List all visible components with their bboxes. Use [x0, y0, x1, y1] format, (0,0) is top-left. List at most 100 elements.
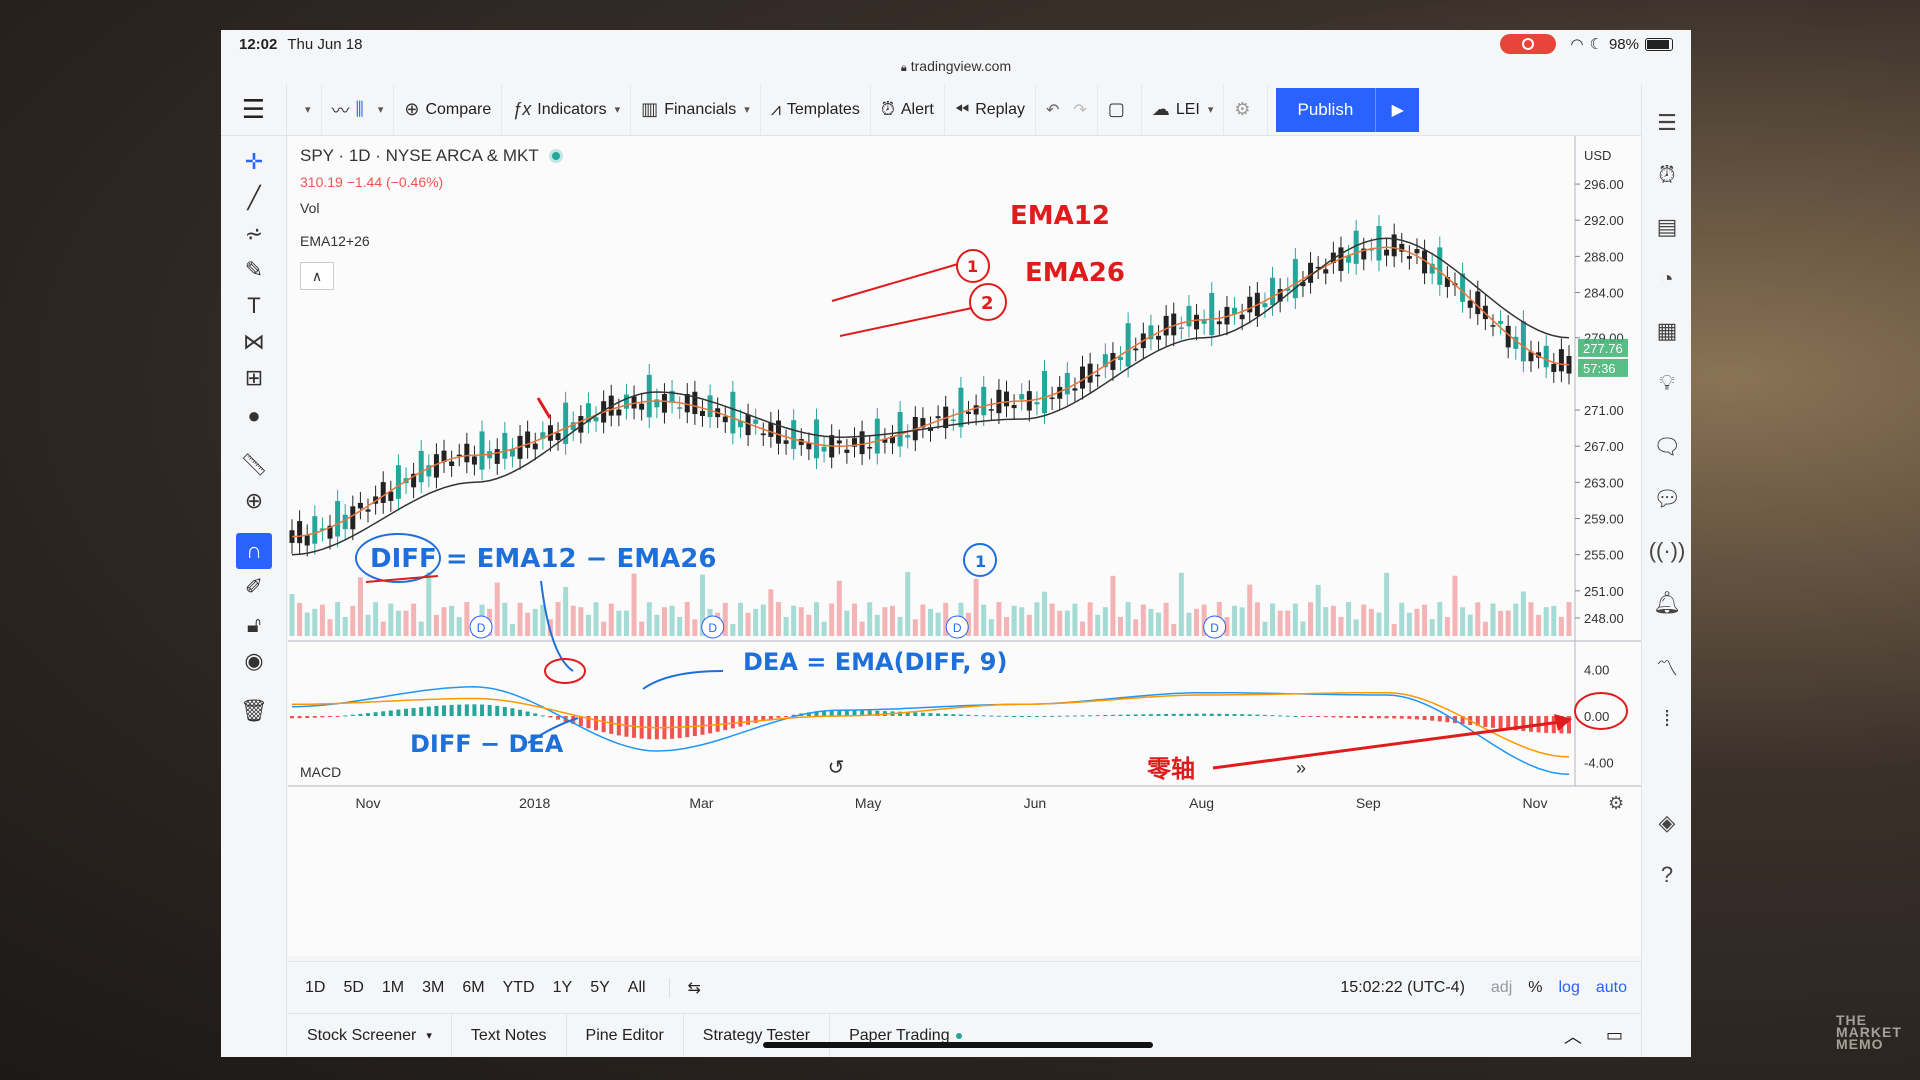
alerts-clock-icon[interactable]: ⏰︎: [1658, 162, 1676, 187]
help-icon[interactable]: ?: [1660, 862, 1674, 887]
candle-body: [867, 446, 873, 449]
bottom-panel-tabs: Stock Screener ▾ Text Notes Pine Editor S…: [288, 1013, 1641, 1057]
undo-icon[interactable]: ↶: [1046, 101, 1060, 119]
layers-icon[interactable]: ◈: [1658, 810, 1676, 835]
ios-status-bar: 12:02 Thu Jun 18 ◠ ☾ 98%: [221, 30, 1691, 58]
streams-icon[interactable]: 💬︎: [1653, 486, 1681, 511]
redo-icon[interactable]: ↷: [1073, 101, 1087, 119]
tab-pine-editor[interactable]: Pine Editor: [567, 1013, 684, 1057]
time-tick-label: Mar: [689, 795, 713, 811]
macd-hist-bar: [1103, 714, 1108, 716]
gear-icon: ⚙: [1234, 99, 1251, 119]
zoom-icon[interactable]: ⊕: [244, 488, 264, 513]
comment-icon[interactable]: ●: [247, 403, 261, 428]
trash-icon[interactable]: 🗑︎: [240, 698, 268, 723]
candle-body: [1292, 258, 1298, 299]
url-bar[interactable]: 🔒︎ tradingview.com: [221, 58, 1691, 80]
candle-body: [950, 419, 956, 422]
adj-toggle[interactable]: adj: [1490, 978, 1513, 996]
compare-button[interactable]: ⊕ Compare: [394, 83, 503, 136]
publish-button[interactable]: Publish: [1275, 87, 1376, 132]
calendar-icon[interactable]: ▦: [1656, 318, 1678, 343]
range-5d[interactable]: 5D: [343, 978, 364, 996]
collapse-legend-button[interactable]: ∧: [300, 262, 334, 290]
object-tree-icon[interactable]: ⁞: [1663, 706, 1671, 731]
volume-bar: [578, 607, 584, 636]
auto-toggle[interactable]: auto: [1595, 978, 1627, 996]
range-1m[interactable]: 1M: [381, 978, 405, 996]
ideas-icon[interactable]: 💡︎: [1659, 370, 1675, 395]
goto-date-icon[interactable]: ⇆: [668, 977, 710, 998]
eye-icon[interactable]: ◉: [244, 648, 264, 673]
indicators-button[interactable]: ƒx Indicators ▾: [502, 83, 632, 136]
magnet-icon[interactable]: ∩: [236, 533, 272, 569]
data-window-icon[interactable]: ▤: [1656, 214, 1678, 239]
tab-text-notes[interactable]: Text Notes: [452, 1013, 567, 1057]
lock-drawing-icon[interactable]: ✐: [244, 574, 264, 599]
range-1y[interactable]: 1Y: [552, 978, 573, 996]
alert-button[interactable]: ⏰︎ Alert: [871, 83, 945, 136]
unlock-icon[interactable]: 🔓︎: [246, 612, 262, 637]
candle-body: [958, 387, 964, 428]
replay-button[interactable]: ⏪︎ Replay: [945, 83, 1036, 136]
range-5y[interactable]: 5Y: [590, 978, 610, 996]
watchlist-icon[interactable]: ☰: [1657, 110, 1677, 135]
clock-readout[interactable]: 15:02:22 (UTC-4): [1340, 978, 1465, 996]
pattern-icon[interactable]: ⋈: [243, 329, 265, 354]
candle-body: [768, 422, 774, 437]
candle-body: [540, 432, 546, 439]
templates-button[interactable]: ⩘ Templates: [761, 83, 871, 136]
candle-body: [1543, 345, 1549, 368]
ema26-pointer: [839, 307, 973, 337]
trend-icon[interactable]: 〽: [1655, 656, 1678, 681]
macd-hist-bar: [1217, 713, 1222, 716]
range-3m[interactable]: 3M: [422, 978, 445, 996]
prediction-icon[interactable]: ⊞: [244, 365, 264, 390]
tab-paper-trading[interactable]: Paper Trading: [830, 1014, 981, 1058]
fib-icon[interactable]: ⩫: [244, 221, 264, 246]
chart-pane[interactable]: 296.00 292.00 288.00 284.00 279.00 271.00 267.…: [288, 136, 1641, 956]
chevron-up-icon[interactable]: ︿: [1563, 1026, 1582, 1047]
brush-icon[interactable]: ✎: [244, 257, 264, 282]
tab-stock-screener[interactable]: Stock Screener ▾: [288, 1013, 452, 1057]
volume-bar: [677, 616, 683, 636]
layout-dropdown[interactable]: ☁︎ LEI ▾: [1142, 83, 1225, 136]
menu-icon[interactable]: ☰: [221, 83, 287, 136]
percent-toggle[interactable]: %: [1528, 978, 1543, 996]
hotlist-icon[interactable]: ◔: [1660, 266, 1674, 291]
interval-dropdown[interactable]: ▾: [287, 83, 322, 136]
log-toggle[interactable]: log: [1558, 978, 1580, 996]
candle-body: [1201, 320, 1207, 324]
price-chart-svg[interactable]: 296.00292.00288.00284.00279.00271.00267.…: [288, 136, 1641, 956]
volume-bar: [768, 589, 774, 636]
trendline-icon[interactable]: ╱: [247, 185, 261, 210]
candle-body: [1437, 247, 1443, 285]
screen-record-icon[interactable]: [1500, 34, 1557, 54]
url-text: tradingview.com: [910, 58, 1012, 74]
range-1d[interactable]: 1D: [305, 978, 326, 996]
range-ytd[interactable]: YTD: [502, 978, 535, 996]
macd-hist-bar: [1042, 715, 1047, 717]
fullscreen-button[interactable]: ▢: [1098, 83, 1142, 136]
tab-strategy-tester[interactable]: Strategy Tester: [684, 1013, 831, 1057]
range-6m[interactable]: 6M: [462, 978, 485, 996]
candle-body: [327, 525, 333, 539]
financials-button[interactable]: ▥ Financials ▾: [631, 83, 761, 136]
stream-broadcast-icon[interactable]: ((·)): [1648, 538, 1686, 563]
currency-label: USD: [1584, 148, 1612, 163]
text-icon[interactable]: T: [247, 293, 261, 318]
macd-hist-bar: [1027, 715, 1032, 717]
price-tick-label: 271.00: [1584, 403, 1624, 418]
settings-button[interactable]: ⚙: [1224, 83, 1268, 136]
chevron-down-icon: ▾: [377, 104, 384, 116]
play-icon[interactable]: ▶: [1375, 87, 1420, 132]
crosshair-icon[interactable]: ✛: [244, 149, 264, 174]
notifications-bell-icon[interactable]: 🔔︎: [1653, 590, 1681, 615]
range-all[interactable]: All: [627, 978, 646, 996]
chats-icon[interactable]: 🗨︎: [1653, 434, 1681, 459]
maximize-panel-icon[interactable]: ▭: [1605, 1025, 1623, 1045]
volume-bar: [1201, 604, 1207, 636]
chart-type-button[interactable]: 〰 ⫼ ▾: [322, 83, 395, 136]
ruler-icon[interactable]: 📏︎: [240, 452, 268, 477]
volume-bar: [1315, 584, 1321, 636]
